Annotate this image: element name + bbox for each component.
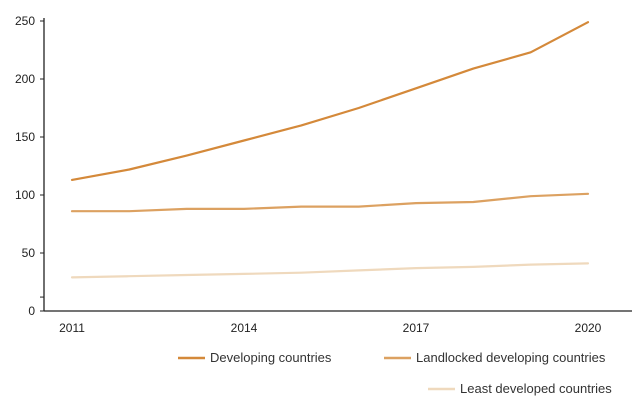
y-tick-label: 250 [15,14,35,28]
chart-legend: Developing countries Landlocked developin… [178,350,612,396]
y-axis-ticks: 0 50 100 150 200 250 [15,14,44,318]
x-tick-label: 2014 [231,321,258,335]
x-tick-label: 2017 [403,321,430,335]
series-line-2 [70,192,590,213]
y-tick-label: 50 [22,246,36,260]
x-axis-ticks: 2011 2014 2017 2020 [59,321,602,335]
x-tick-label: 2020 [575,321,602,335]
x-tick-label: 2011 [59,321,85,335]
legend-label-3: Least developed countries [460,381,612,396]
series-lines [70,21,590,279]
y-tick-label: 0 [28,304,35,318]
legend-label-2: Landlocked developing countries [416,350,606,365]
chart-axes [43,18,632,312]
legend-label-1: Developing countries [210,350,332,365]
y-tick-label: 200 [15,72,35,86]
y-tick-label: 150 [15,130,35,144]
series-line-1 [70,21,590,181]
y-tick-label: 100 [15,188,35,202]
series-line-3 [70,262,590,279]
